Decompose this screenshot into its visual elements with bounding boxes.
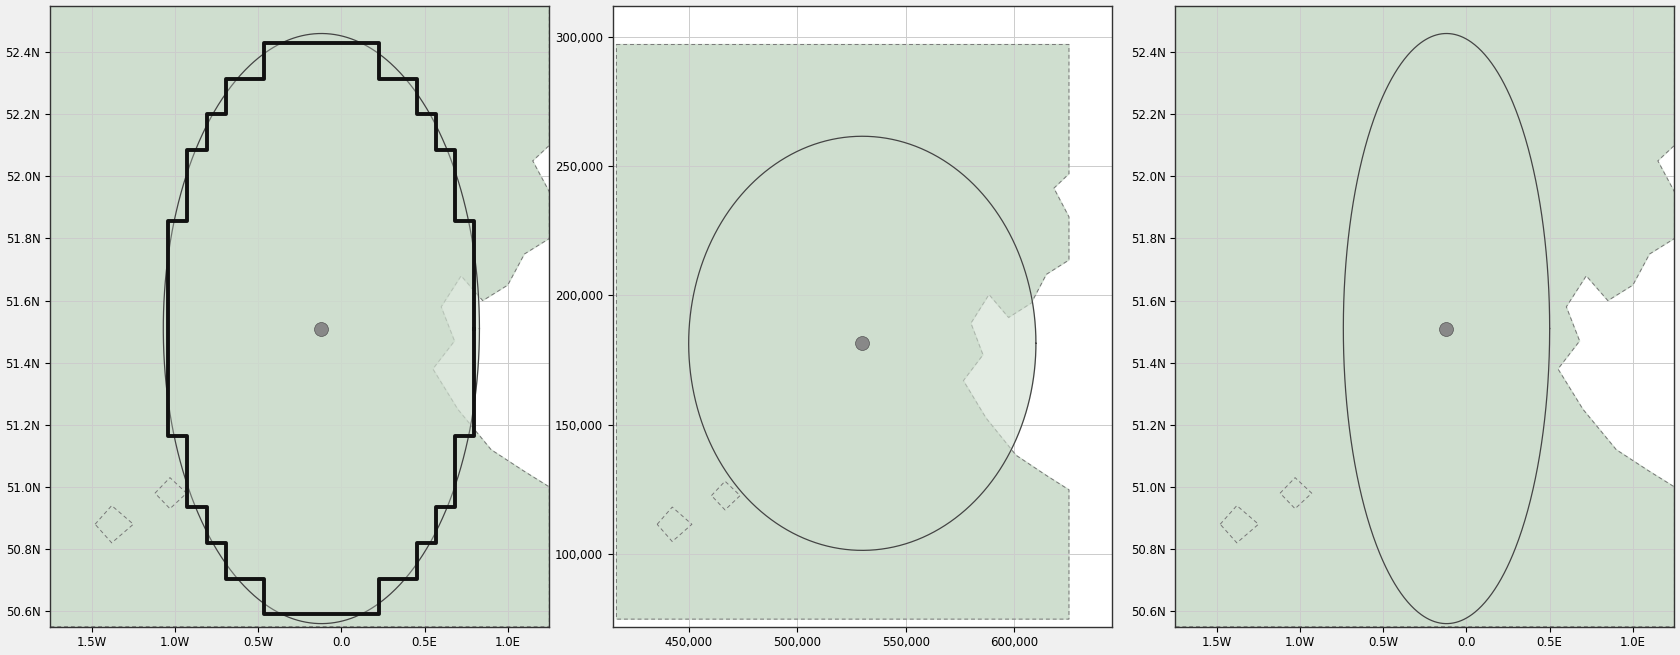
Polygon shape: [1220, 506, 1258, 543]
Polygon shape: [1344, 33, 1549, 624]
Polygon shape: [657, 507, 692, 542]
Polygon shape: [96, 506, 133, 543]
Polygon shape: [1280, 477, 1312, 509]
Polygon shape: [689, 136, 1037, 550]
Polygon shape: [163, 33, 479, 624]
Polygon shape: [1176, 5, 1675, 627]
Polygon shape: [50, 5, 549, 627]
Polygon shape: [155, 477, 186, 509]
Polygon shape: [617, 45, 1068, 619]
Polygon shape: [168, 43, 474, 614]
Polygon shape: [711, 481, 741, 510]
